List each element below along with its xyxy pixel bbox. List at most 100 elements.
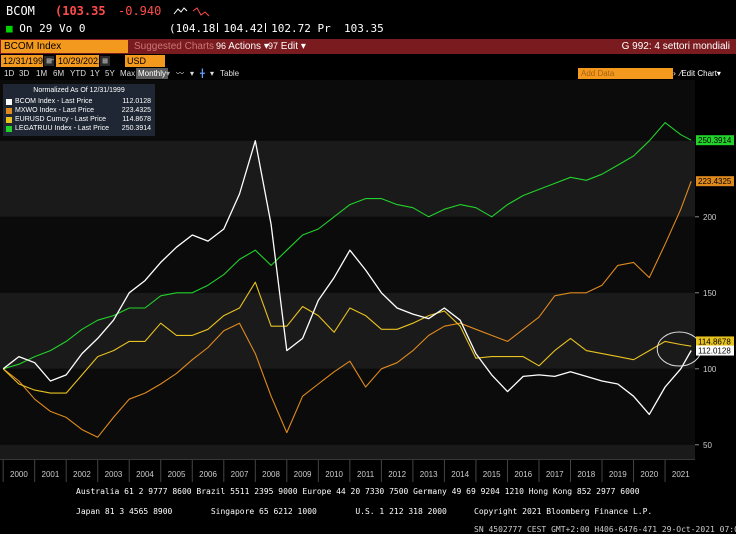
x-tick-label: 2020	[640, 470, 658, 479]
y-tick-label: 150	[703, 289, 717, 298]
background-band	[0, 444, 695, 460]
period-1y[interactable]: 1Y	[90, 69, 100, 78]
period-6m[interactable]: 6M	[53, 69, 65, 78]
x-tick-label: 2009	[294, 470, 312, 479]
x-tick-label: 2014	[451, 470, 469, 479]
footer-contacts-line2: Japan 81 3 4565 8900 Singapore 65 6212 1…	[76, 507, 447, 516]
series-line-mxwo	[2, 181, 692, 438]
period-5y[interactable]: 5Y	[105, 69, 115, 78]
footer: Australia 61 2 9777 8600 Brazil 5511 239…	[0, 484, 736, 534]
footer-contacts-line1: Australia 61 2 9777 8600 Brazil 5511 239…	[76, 487, 640, 496]
line-chart-icon[interactable]: 〰	[176, 69, 184, 78]
x-tick-label: 2012	[388, 470, 406, 479]
series-line-bcom	[2, 140, 692, 416]
chevron-down-icon: ▾	[300, 41, 306, 52]
calendar-icon[interactable]: ▦	[44, 56, 54, 66]
chevron-down-icon[interactable]: ▾	[210, 69, 215, 78]
period-ytd[interactable]: YTD	[70, 69, 86, 78]
x-tick-label: 2001	[42, 470, 60, 479]
x-tick-label: 2004	[136, 470, 154, 479]
last-value-tag	[696, 176, 734, 187]
chart-series	[2, 122, 692, 438]
chart-legend[interactable]: Normalized As Of 12/31/1999 BCOM Index -…	[3, 84, 155, 136]
y-tick-label: 200	[703, 213, 717, 222]
x-tick-label: 2007	[231, 470, 249, 479]
last-value-label: 112.0128	[698, 347, 731, 356]
actions-menu[interactable]: 96 Actions ▾	[216, 41, 269, 52]
drawing-tool-icon[interactable]: ╋	[200, 69, 205, 78]
sparkline-icon	[173, 7, 210, 17]
x-tick-label: 2017	[546, 470, 564, 479]
chevron-down-icon[interactable]: ▾	[166, 69, 171, 78]
security-field[interactable]: BCOM Index	[1, 40, 128, 53]
last-value-label: 114.8678	[698, 337, 731, 346]
y-tick-label: 100	[703, 365, 717, 374]
actions-number-icon: 96	[216, 41, 227, 51]
x-tick-label: 2015	[483, 470, 501, 479]
ticker-symbol[interactable]: BCOM	[6, 4, 35, 18]
price-chart[interactable]: 50 100 150 200 250.3914 223.4325 114.8678112.0…	[0, 80, 736, 484]
series-line-legatruu	[3, 122, 692, 370]
x-tick-label: 2018	[577, 470, 595, 479]
period-bar: 1D 3D 1M 6M YTD 1Y 5Y Max Monthly ▾ 〰 ▾ …	[0, 68, 736, 80]
legend-heading: Normalized As Of 12/31/1999	[33, 87, 125, 94]
legend-item-eurusd[interactable]: EURUSD Curncy - Last Price 114.8678	[6, 116, 152, 124]
edit-number-icon: 97	[268, 41, 279, 51]
table-button[interactable]: Table	[220, 69, 240, 78]
legend-swatch	[6, 117, 12, 123]
footer-copyright: Copyright 2021 Bloomberg Finance L.P.	[474, 507, 653, 516]
x-axis: 2000 2001 2002 2003 2004 2005 2006 2007 2008 2009…	[0, 460, 736, 484]
x-tick-label: 2006	[199, 470, 217, 479]
x-tick-label: 2008	[262, 470, 280, 479]
legend-swatch	[6, 108, 12, 114]
legend-item-bcom[interactable]: BCOM Index - Last Price 112.0128	[6, 98, 152, 106]
command-bar: BCOM Index Suggested Charts 96 Actions ▾…	[0, 39, 736, 54]
background-band	[0, 292, 695, 369]
edit-chart-button[interactable]: ⁄Edit Chart▾	[680, 69, 721, 78]
period-1d[interactable]: 1D	[4, 69, 15, 78]
date-range-bar: 12/31/1999 ▦ - 10/29/2021 ▦ USD	[0, 55, 736, 68]
range-dash: -	[50, 55, 56, 65]
x-tick-label: 2019	[609, 470, 627, 479]
series-line-eurusd	[2, 281, 692, 394]
period-1m[interactable]: 1M	[36, 69, 48, 78]
legend-swatch	[6, 99, 12, 105]
x-tick-label: 2013	[420, 470, 438, 479]
x-tick-label: 2016	[514, 470, 532, 479]
last-value-tag	[696, 135, 734, 146]
period-3d[interactable]: 3D	[19, 69, 30, 78]
ticker-strip: BCOM (103.35 -0.940 ■ On 29 Vo 0 (104.18…	[0, 0, 736, 38]
legend-item-mxwo[interactable]: MXWO Index - Last Price 223.4325	[6, 107, 152, 115]
last-value-tag	[696, 336, 734, 347]
x-tick-label: 2000	[10, 470, 28, 479]
y-axis: 50 100 150 200 250.3914 223.4325 114.8678112.0…	[695, 135, 734, 450]
chart-background-bands	[0, 80, 736, 484]
legend-item-legatruu[interactable]: LEGATRUU Index - Last Price 250.3914	[6, 125, 152, 133]
period-max[interactable]: Max	[120, 69, 136, 78]
x-tick-label: 2002	[73, 470, 91, 479]
last-price: (103.35	[55, 4, 106, 18]
end-date-input[interactable]: 10/29/2021	[56, 55, 104, 67]
chevron-down-icon[interactable]: ▾	[190, 69, 195, 78]
edit-chart-icon: ⁄	[680, 69, 682, 78]
start-date-input[interactable]: 12/31/1999	[1, 55, 49, 67]
ticker-ohlc-row: (104.18 104.42 102.72 Pr 103.35	[169, 22, 384, 35]
last-value-tag	[696, 345, 734, 356]
chevron-down-icon: ▾	[263, 41, 269, 52]
add-data-input[interactable]: Add Data	[578, 68, 673, 79]
chart-title: G 992: 4 settori mondiali	[621, 41, 730, 52]
x-tick-label: 2005	[168, 470, 186, 479]
chevron-down-icon: ▾	[716, 69, 721, 78]
x-tick-label: 2003	[105, 470, 123, 479]
x-axis-background	[0, 460, 736, 484]
price-change: -0.940	[118, 4, 162, 18]
y-tick-label: 50	[703, 441, 712, 450]
background-band	[0, 368, 695, 445]
calendar-icon[interactable]: ▦	[100, 56, 110, 66]
settings-chevron-icon[interactable]: ›	[672, 69, 677, 78]
currency-select[interactable]: USD	[125, 55, 165, 67]
x-tick-label: 2011	[357, 470, 375, 479]
edit-menu[interactable]: 97 Edit ▾	[268, 41, 306, 52]
suggested-charts-button[interactable]: Suggested Charts	[134, 41, 215, 52]
period-monthly[interactable]: Monthly	[136, 68, 169, 79]
